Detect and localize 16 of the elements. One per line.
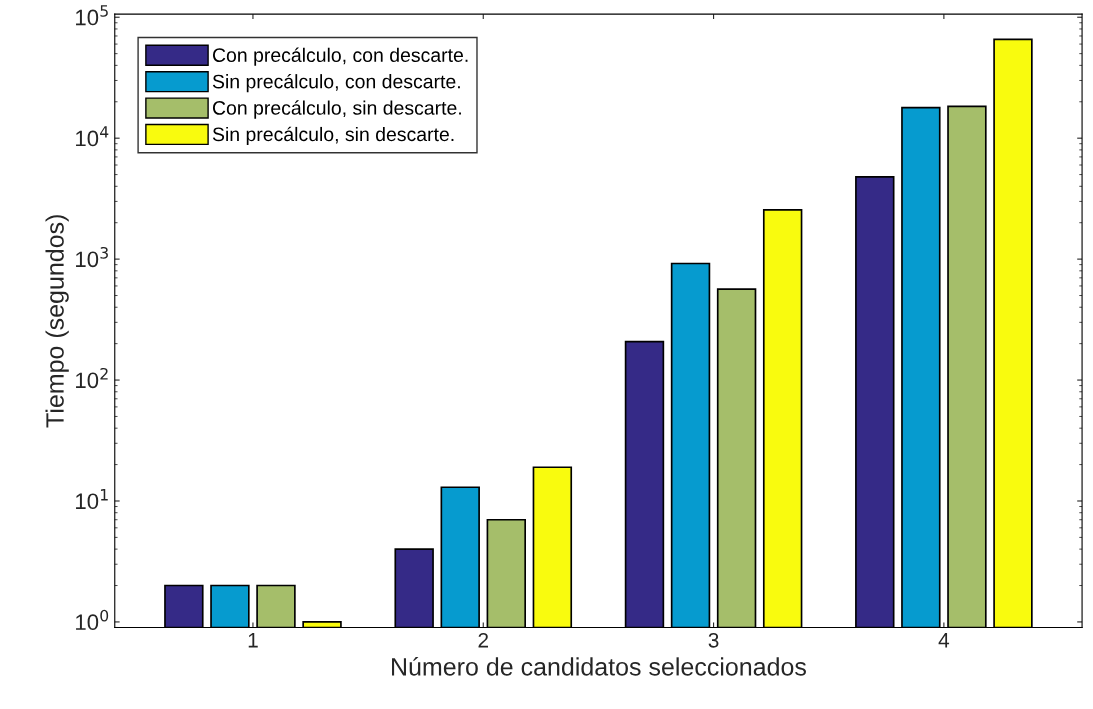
- legend-label: Con precálculo, con descarte.: [212, 47, 468, 66]
- legend-label: Sin precálculo, con descarte.: [212, 73, 460, 93]
- x-tick-label: 3: [708, 632, 719, 648]
- x-tick-label: 1: [248, 633, 258, 648]
- y-tick-label: 10$^{5}$: [76, 5, 108, 26]
- y-tick-label: 10$^{2}$: [76, 367, 108, 389]
- y-axis-title: Tiempo (segundos): [45, 215, 69, 428]
- x-tick-label: 2: [478, 632, 489, 648]
- legend-label: Sin precálculo, sin descarte.: [212, 126, 454, 146]
- y-tick-label: 10$^{0}$: [76, 609, 109, 631]
- x-axis-title: Número de candidatos seleccionados: [392, 657, 806, 676]
- y-tick-label: 10$^{3}$: [76, 246, 108, 268]
- x-tick-label: 4: [938, 633, 950, 648]
- legend-label: Con precálculo, sin descarte.: [212, 100, 461, 119]
- y-tick-label: 10$^{4}$: [76, 126, 109, 147]
- y-tick-label: 10$^{1}$: [76, 489, 108, 510]
